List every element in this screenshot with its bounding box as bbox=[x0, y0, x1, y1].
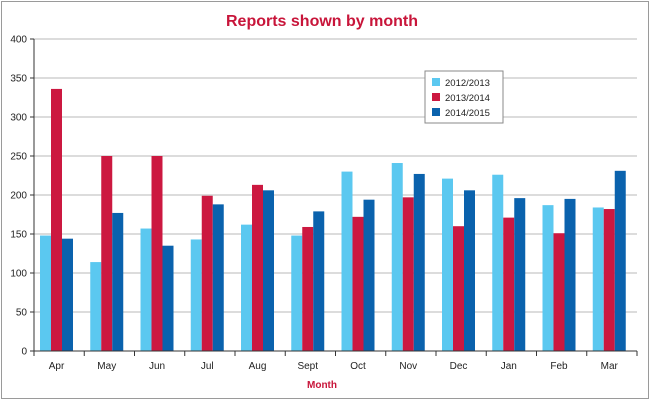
legend-swatch bbox=[432, 93, 440, 101]
x-tick-label: Jul bbox=[201, 361, 214, 372]
bar bbox=[492, 174, 504, 351]
y-tick-label: 150 bbox=[10, 230, 27, 241]
y-tick-label: 350 bbox=[10, 74, 27, 85]
legend-label: 2013/2014 bbox=[445, 93, 490, 104]
bar bbox=[263, 190, 274, 351]
y-tick-label: 400 bbox=[10, 35, 27, 46]
bars bbox=[40, 88, 626, 352]
x-tick-label: Apr bbox=[49, 361, 65, 372]
bar bbox=[341, 171, 353, 351]
bar bbox=[564, 198, 576, 351]
x-tick-label: Dec bbox=[450, 361, 468, 372]
bar bbox=[140, 228, 152, 351]
bar bbox=[503, 217, 515, 351]
bar bbox=[252, 184, 263, 351]
bar bbox=[90, 262, 102, 351]
bar bbox=[542, 205, 554, 351]
bar bbox=[614, 170, 626, 351]
x-axis-label: Month bbox=[307, 380, 337, 391]
bar bbox=[62, 238, 73, 351]
legend-label: 2014/2015 bbox=[445, 108, 490, 119]
legend-swatch bbox=[432, 78, 440, 86]
y-tick-label: 200 bbox=[10, 191, 27, 202]
x-tick-label: Jun bbox=[149, 361, 165, 372]
y-tick-label: 0 bbox=[21, 347, 27, 358]
bar bbox=[413, 173, 425, 351]
y-tick-labels: 0 50 100 150 200 250 300 350 400 bbox=[10, 35, 34, 358]
bar bbox=[313, 211, 325, 351]
bar bbox=[391, 163, 403, 351]
bar bbox=[592, 207, 604, 351]
bar bbox=[151, 156, 163, 351]
bar bbox=[402, 197, 414, 351]
x-tick-label: Sept bbox=[297, 361, 318, 372]
bar bbox=[190, 239, 202, 351]
x-tick-label: Feb bbox=[550, 361, 568, 372]
y-tick-label: 50 bbox=[16, 308, 28, 319]
bar bbox=[201, 195, 213, 351]
bar bbox=[101, 156, 113, 351]
bar bbox=[514, 198, 526, 351]
y-tick-label: 100 bbox=[10, 269, 27, 280]
y-tick-label: 300 bbox=[10, 113, 27, 124]
x-tick-label: Mar bbox=[601, 361, 619, 372]
x-tick-label: May bbox=[97, 361, 116, 372]
bar bbox=[40, 235, 51, 351]
x-tick-label: Oct bbox=[350, 361, 366, 372]
bar bbox=[302, 226, 314, 351]
bar bbox=[553, 233, 565, 351]
legend-label: 2012/2013 bbox=[445, 78, 490, 89]
bar bbox=[464, 190, 475, 351]
x-tick-label: Aug bbox=[249, 361, 267, 372]
bar bbox=[442, 178, 453, 351]
legend: 2012/2013 2013/2014 2014/2015 bbox=[424, 70, 504, 124]
bar bbox=[162, 245, 174, 351]
bar bbox=[352, 216, 364, 351]
bar bbox=[241, 224, 252, 351]
bar bbox=[363, 199, 375, 351]
y-tick-label: 250 bbox=[10, 152, 27, 163]
bar bbox=[291, 235, 303, 351]
x-tick-label: Jan bbox=[501, 361, 517, 372]
bar bbox=[453, 226, 464, 351]
bar bbox=[51, 88, 62, 352]
chart-title: Reports shown by month bbox=[226, 13, 418, 30]
legend-swatch bbox=[432, 108, 440, 116]
x-tick-labels: Apr May Jun Jul Aug Sept Oct Nov Dec Jan Feb Mar bbox=[33, 351, 638, 372]
bar bbox=[212, 204, 224, 351]
bar bbox=[112, 212, 124, 351]
bar bbox=[603, 209, 615, 351]
x-tick-label: Nov bbox=[399, 361, 417, 372]
